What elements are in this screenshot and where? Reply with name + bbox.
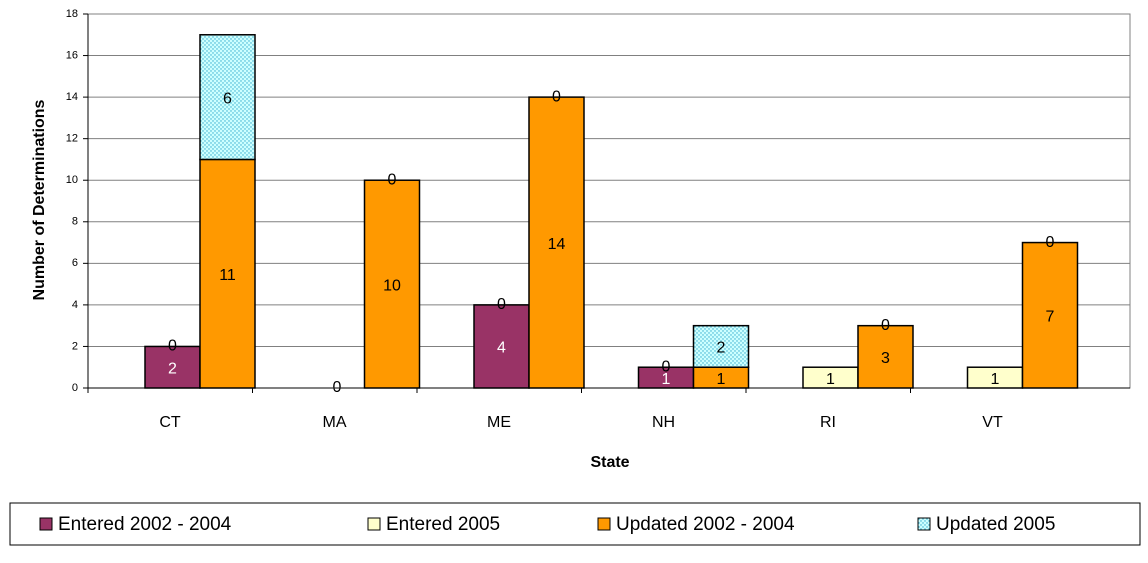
- value-label: 14: [548, 236, 566, 253]
- value-label: 0: [333, 379, 342, 396]
- legend-box: [9, 502, 1141, 546]
- value-label: 0: [662, 358, 671, 375]
- legend-label: Updated 2005: [936, 514, 1055, 535]
- value-label: 6: [223, 90, 232, 107]
- x-tick-label: ME: [487, 414, 511, 431]
- bar-segment: [692, 324, 750, 368]
- legend-swatch: [367, 517, 381, 531]
- legend-label: Entered 2005: [386, 514, 500, 535]
- x-tick-label: RI: [820, 414, 836, 431]
- x-tick-label: MA: [323, 414, 347, 431]
- y-tick-label: 10: [66, 174, 78, 186]
- value-label: 10: [383, 277, 401, 294]
- y-tick-label: 8: [72, 216, 78, 228]
- y-tick-label: 12: [66, 133, 78, 145]
- y-tick-label: 14: [66, 91, 78, 103]
- y-tick-label: 18: [66, 8, 78, 20]
- bar-segment: [144, 345, 201, 389]
- value-label: 1: [991, 371, 1000, 388]
- legend-swatch: [39, 517, 53, 531]
- value-label: 0: [388, 171, 397, 188]
- bar-segment: [199, 158, 256, 389]
- x-tick-label: CT: [159, 414, 181, 431]
- plot-area: [87, 13, 1131, 389]
- value-label: 0: [497, 296, 506, 313]
- value-label: 11: [219, 267, 236, 284]
- legend-swatch: [917, 517, 931, 531]
- value-label: 3: [881, 350, 890, 367]
- value-label: 0: [168, 338, 177, 355]
- legend-label: Entered 2002 - 2004: [58, 514, 232, 535]
- bar-segment: [528, 96, 585, 389]
- x-axis-title: State: [590, 454, 629, 471]
- y-tick-label: 16: [66, 49, 78, 61]
- value-label: 0: [1046, 234, 1055, 251]
- y-tick-label: 4: [72, 299, 78, 311]
- bar-segment: [199, 34, 256, 161]
- value-label: 0: [333, 379, 342, 396]
- value-label: 1: [662, 371, 671, 388]
- x-tick-label: NH: [652, 414, 675, 431]
- value-label: 1: [717, 371, 726, 388]
- value-label: 4: [497, 340, 506, 357]
- value-label: 7: [1046, 308, 1055, 325]
- y-tick-label: 6: [72, 257, 78, 269]
- legend-swatch: [597, 517, 611, 531]
- bar-segment: [857, 324, 914, 389]
- y-axis-title: Number of Determinations: [31, 99, 48, 300]
- value-label: 2: [717, 340, 726, 357]
- value-label: 0: [552, 88, 561, 105]
- value-label: 1: [826, 371, 835, 388]
- value-label: 0: [881, 317, 890, 334]
- legend-label: Updated 2002 - 2004: [616, 514, 795, 535]
- value-label: 2: [168, 360, 177, 377]
- y-tick-label: 2: [72, 340, 78, 352]
- bar-segment: [1021, 241, 1079, 389]
- bar-segment: [363, 179, 421, 389]
- y-tick-label: 0: [72, 382, 78, 394]
- x-tick-label: VT: [982, 414, 1003, 431]
